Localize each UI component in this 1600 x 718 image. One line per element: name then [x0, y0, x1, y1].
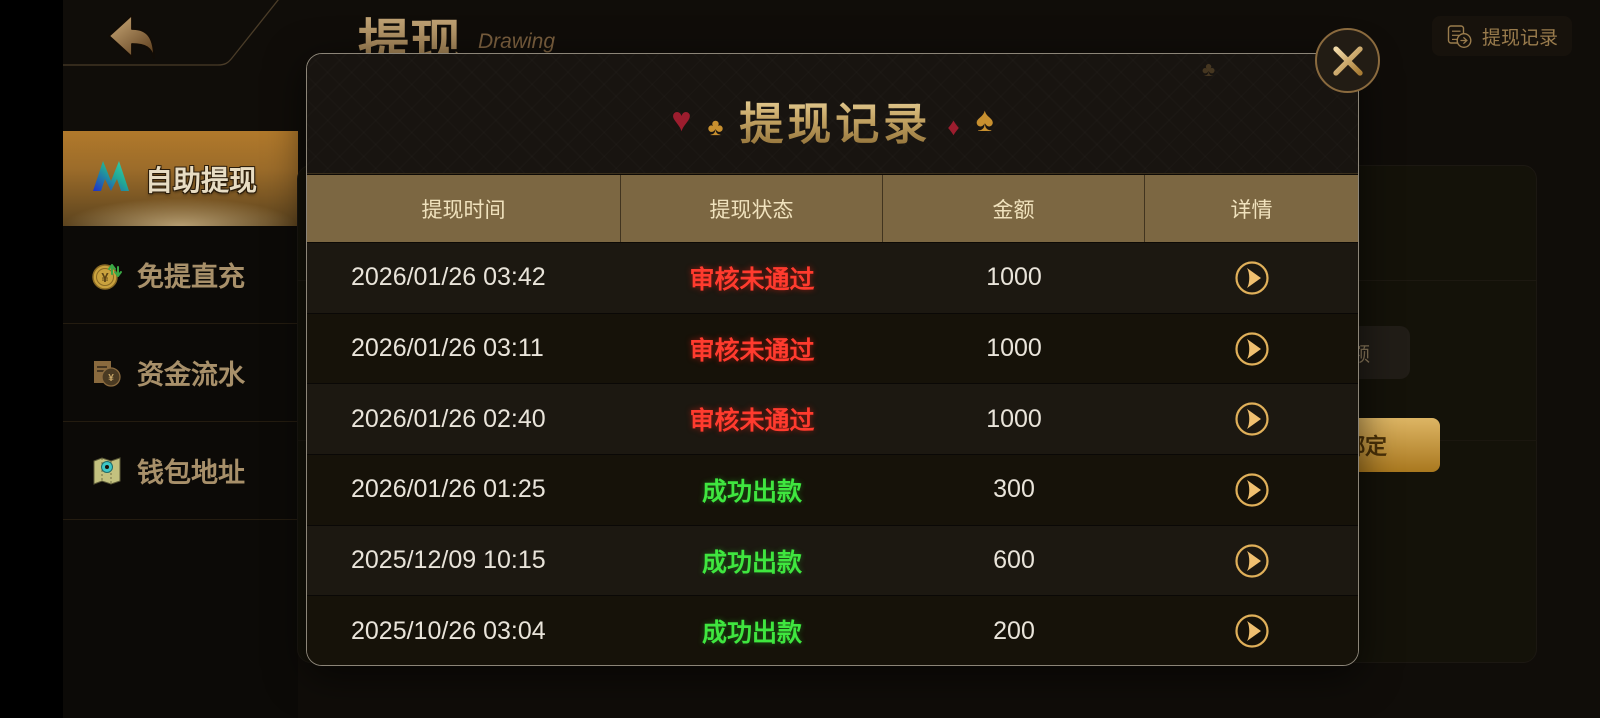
svg-text:¥: ¥: [101, 270, 109, 285]
svg-text:¥: ¥: [108, 373, 114, 384]
